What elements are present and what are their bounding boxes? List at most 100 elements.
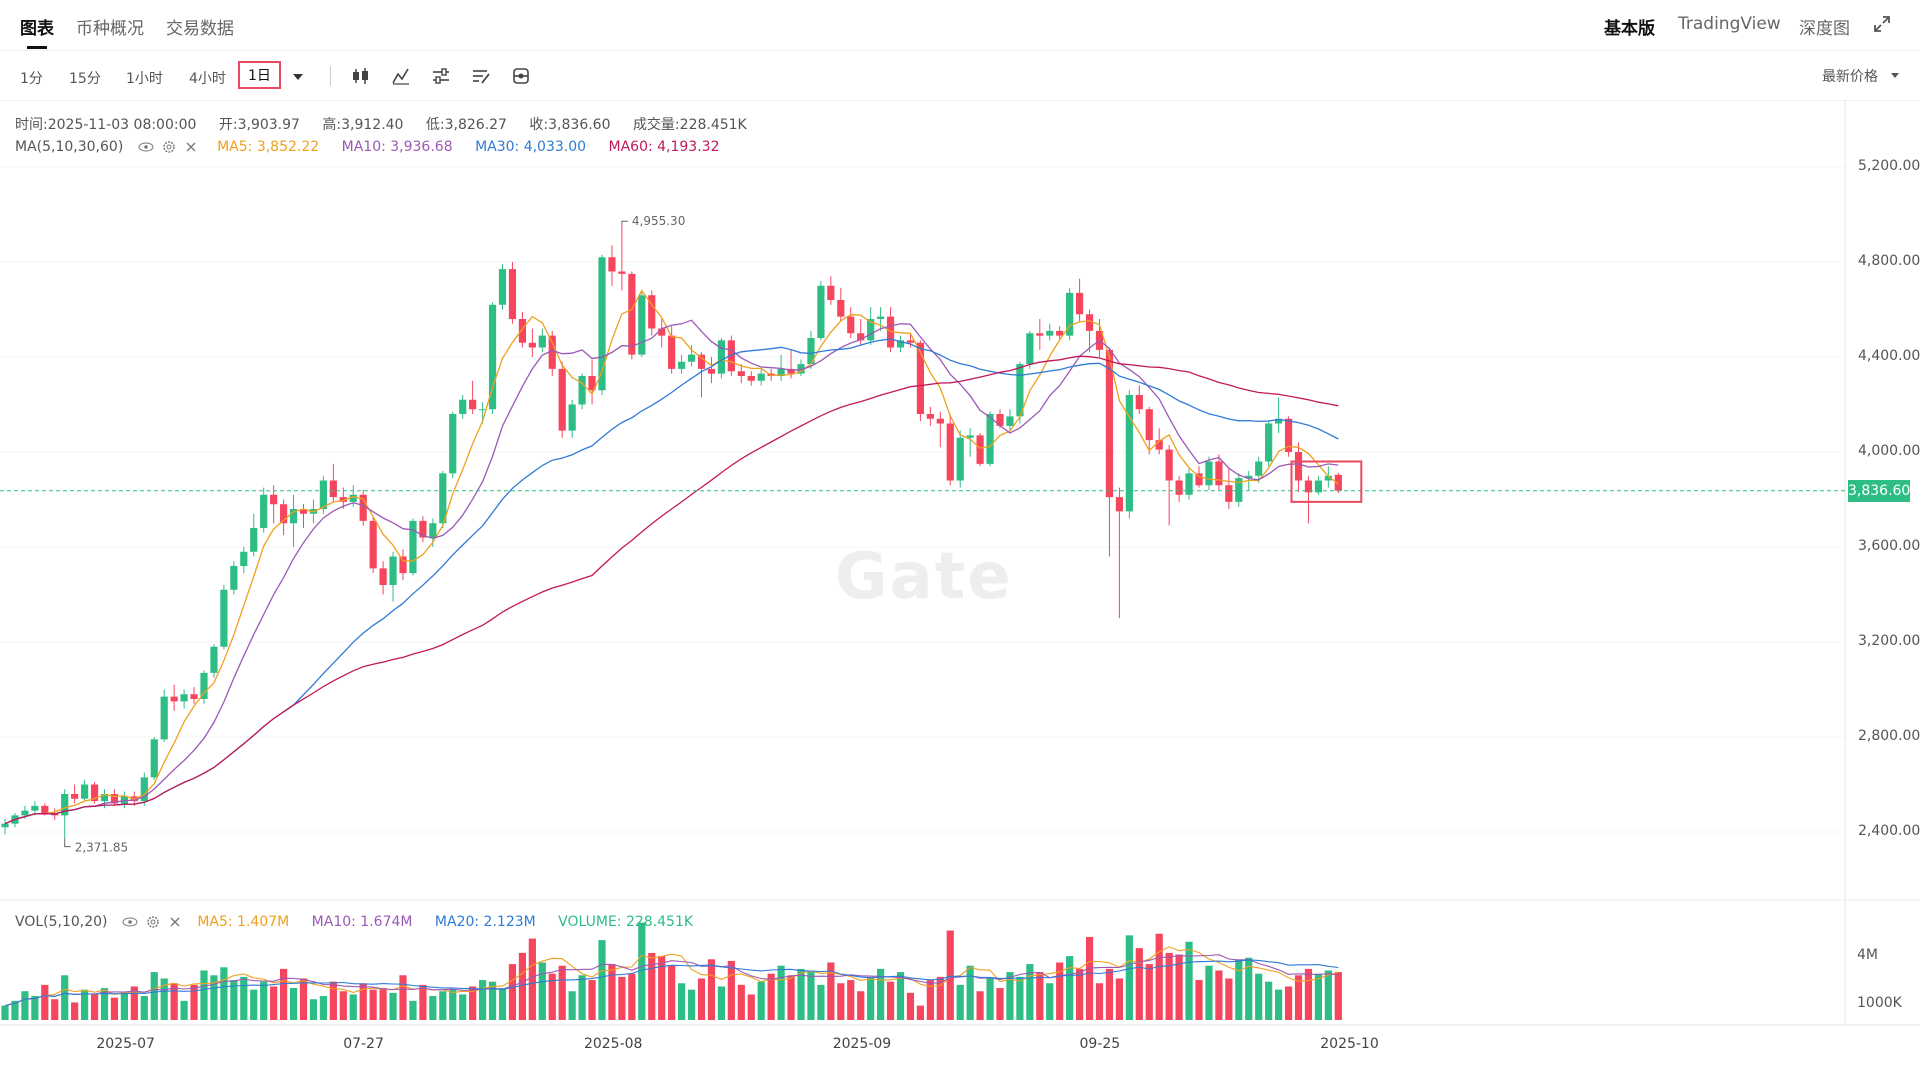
- candle[interactable]: [697, 352, 706, 398]
- candle[interactable]: [81, 779, 89, 802]
- price-type-select[interactable]: 最新价格: [1822, 69, 1878, 85]
- candle[interactable]: [1265, 421, 1273, 467]
- candle[interactable]: [61, 789, 69, 839]
- layout-icon[interactable]: [511, 66, 531, 86]
- candle[interactable]: [1185, 468, 1193, 500]
- candle[interactable]: [1275, 397, 1283, 433]
- candle[interactable]: [250, 513, 258, 557]
- candle[interactable]: [578, 373, 586, 410]
- candle[interactable]: [1, 818, 9, 835]
- candle[interactable]: [608, 245, 616, 286]
- candle[interactable]: [757, 368, 765, 386]
- candle[interactable]: [488, 302, 497, 414]
- candle[interactable]: [916, 340, 924, 422]
- candle[interactable]: [220, 585, 228, 650]
- candle[interactable]: [1314, 475, 1322, 495]
- tab-tradingview[interactable]: TradingView: [1678, 14, 1781, 34]
- candle[interactable]: [1066, 288, 1074, 341]
- candle[interactable]: [260, 487, 268, 533]
- candle[interactable]: [777, 354, 785, 381]
- candle[interactable]: [71, 784, 79, 804]
- candle[interactable]: [558, 361, 566, 438]
- candle[interactable]: [727, 335, 735, 376]
- candle[interactable]: [737, 364, 745, 384]
- candle[interactable]: [648, 290, 656, 336]
- candle[interactable]: [896, 335, 905, 353]
- candle[interactable]: [538, 328, 546, 353]
- candle[interactable]: [797, 359, 805, 376]
- candle[interactable]: [827, 276, 835, 305]
- candle[interactable]: [528, 328, 536, 358]
- candle[interactable]: [717, 338, 725, 379]
- candle[interactable]: [867, 307, 875, 346]
- gear-icon[interactable]: [162, 140, 176, 154]
- expand-icon[interactable]: [1872, 14, 1892, 34]
- candle[interactable]: [936, 411, 944, 448]
- candle[interactable]: [906, 333, 915, 348]
- candle[interactable]: [628, 271, 636, 360]
- candle[interactable]: [568, 399, 576, 438]
- candle[interactable]: [668, 326, 676, 374]
- vol-gear-icon[interactable]: [146, 915, 160, 929]
- candle[interactable]: [1334, 472, 1342, 494]
- candle[interactable]: [588, 359, 596, 405]
- candle[interactable]: [359, 490, 367, 526]
- candle[interactable]: [1135, 385, 1143, 415]
- candle[interactable]: [389, 551, 397, 602]
- candle[interactable]: [956, 430, 964, 488]
- candle[interactable]: [270, 485, 278, 524]
- candle-type-icon[interactable]: [351, 66, 371, 86]
- candle[interactable]: [1026, 330, 1034, 369]
- caret-down-icon[interactable]: [292, 72, 304, 82]
- tab-chart[interactable]: 图表: [20, 19, 54, 39]
- candle[interactable]: [807, 330, 815, 369]
- candle[interactable]: [1225, 468, 1233, 509]
- interval-1h[interactable]: 1小时: [126, 71, 163, 87]
- candle[interactable]: [747, 371, 755, 386]
- candle[interactable]: [210, 644, 218, 678]
- candle[interactable]: [289, 494, 298, 547]
- candle[interactable]: [1255, 456, 1263, 483]
- candle[interactable]: [508, 262, 517, 324]
- interval-4h[interactable]: 4小时: [189, 71, 226, 87]
- candle[interactable]: [1076, 278, 1084, 322]
- candle[interactable]: [638, 290, 646, 358]
- candle[interactable]: [1125, 390, 1133, 519]
- indicator-icon[interactable]: [391, 66, 411, 86]
- candle[interactable]: [847, 307, 855, 338]
- price-type-caret-icon[interactable]: [1890, 72, 1900, 80]
- candle[interactable]: [658, 319, 666, 348]
- candle[interactable]: [837, 288, 845, 322]
- candle[interactable]: [857, 319, 865, 346]
- tab-basic[interactable]: 基本版: [1604, 19, 1655, 39]
- candle[interactable]: [160, 689, 168, 742]
- candle[interactable]: [707, 357, 716, 384]
- candle[interactable]: [280, 499, 288, 536]
- candle[interactable]: [90, 782, 99, 804]
- candle[interactable]: [230, 561, 238, 595]
- candle[interactable]: [1105, 347, 1114, 557]
- candle[interactable]: [598, 254, 606, 395]
- candle[interactable]: [150, 737, 158, 780]
- candle[interactable]: [548, 330, 556, 376]
- candle[interactable]: [1145, 406, 1153, 455]
- candle[interactable]: [1215, 454, 1223, 490]
- candle[interactable]: [1036, 319, 1044, 350]
- candle[interactable]: [1235, 473, 1243, 507]
- candle[interactable]: [409, 518, 417, 576]
- candle[interactable]: [190, 687, 198, 704]
- tab-depth-chart[interactable]: 深度图: [1799, 19, 1850, 39]
- settings-sliders-icon[interactable]: [431, 66, 451, 86]
- close-icon[interactable]: [185, 141, 197, 153]
- candle[interactable]: [329, 463, 337, 502]
- candle[interactable]: [678, 354, 686, 374]
- candle[interactable]: [787, 349, 795, 379]
- candle[interactable]: [1304, 475, 1313, 524]
- candle[interactable]: [877, 307, 885, 331]
- candle[interactable]: [1284, 416, 1293, 457]
- candle[interactable]: [419, 516, 427, 543]
- candle[interactable]: [1056, 326, 1064, 341]
- candle[interactable]: [200, 670, 208, 704]
- candle[interactable]: [170, 684, 178, 711]
